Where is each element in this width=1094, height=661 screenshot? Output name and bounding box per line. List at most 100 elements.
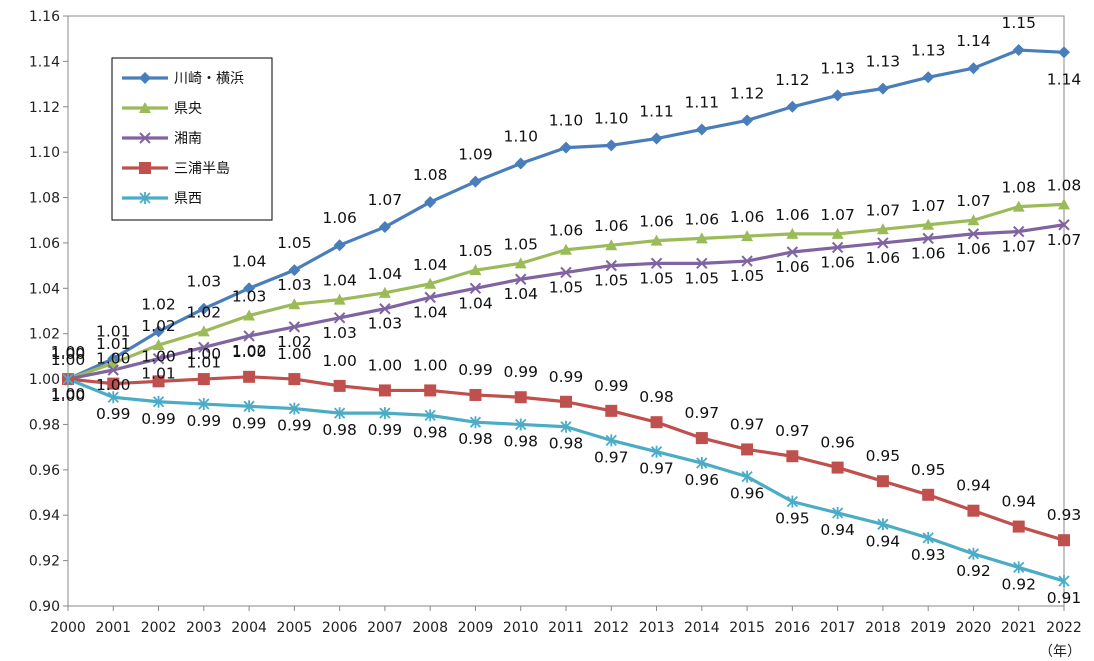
y-tick-label: 0.94 — [29, 508, 60, 524]
data-label: 1.05 — [639, 269, 674, 287]
data-label: 0.98 — [503, 432, 538, 450]
data-point — [333, 293, 346, 305]
data-label: 0.99 — [277, 417, 312, 435]
legend-marker — [139, 192, 151, 204]
data-label: 0.97 — [730, 415, 765, 433]
data-label: 1.00 — [187, 345, 222, 363]
data-point — [198, 398, 210, 411]
series-markers — [62, 44, 1070, 588]
data-point — [515, 273, 527, 285]
data-label: 1.00 — [51, 345, 86, 363]
data-point — [514, 391, 527, 404]
data-point — [560, 420, 572, 433]
data-label: 1.01 — [187, 353, 222, 371]
data-point — [424, 277, 437, 289]
data-point — [243, 309, 256, 321]
data-label: 0.92 — [1001, 575, 1036, 593]
data-label: 1.05 — [458, 242, 493, 260]
data-point — [696, 257, 708, 270]
data-label: 1.01 — [96, 335, 131, 353]
data-label: 0.99 — [232, 414, 267, 432]
data-label: 1.02 — [141, 295, 176, 313]
data-point — [469, 388, 482, 401]
x-tick-label: 2010 — [503, 620, 539, 636]
data-point — [424, 196, 437, 209]
data-label: 0.97 — [775, 422, 810, 440]
y-tick-label: 1.00 — [29, 372, 60, 388]
data-point — [831, 227, 844, 239]
data-label: 1.05 — [730, 267, 765, 285]
data-label: 1.12 — [730, 84, 765, 102]
x-tick-label: 2002 — [141, 620, 177, 636]
data-label: 1.00 — [232, 343, 267, 361]
data-point — [243, 282, 256, 295]
x-tick-label: 2020 — [956, 620, 992, 636]
data-label: 1.06 — [730, 208, 765, 226]
data-label: 0.94 — [1001, 493, 1036, 511]
data-point — [197, 373, 210, 386]
legend-entry: 湘南 — [174, 131, 202, 147]
data-point — [560, 395, 572, 408]
y-tick-label: 1.16 — [29, 9, 60, 25]
y-tick-label: 0.98 — [29, 417, 60, 433]
data-label: 0.98 — [413, 423, 448, 441]
data-point — [288, 264, 301, 277]
x-axis-ticks: 2000 2001 2002 2003 2004 2005 2006 2007 2008 2009… — [50, 606, 1082, 636]
data-point — [1058, 575, 1070, 588]
data-point — [288, 321, 301, 333]
data-label: 1.06 — [866, 249, 901, 267]
data-point — [650, 257, 663, 270]
data-point — [786, 246, 799, 258]
data-point — [197, 302, 210, 315]
legend-marker — [139, 132, 151, 144]
data-point — [333, 312, 346, 324]
x-tick-label: 2000 — [50, 620, 86, 636]
data-label: 0.97 — [594, 448, 629, 466]
data-point — [786, 495, 799, 508]
data-label: 1.06 — [911, 244, 946, 262]
data-label: 1.06 — [685, 210, 720, 228]
data-point — [469, 282, 482, 295]
data-point — [378, 384, 391, 397]
data-label: 1.00 — [413, 356, 448, 374]
data-point — [605, 404, 618, 417]
x-tick-label: 2019 — [910, 620, 946, 636]
data-point — [877, 237, 889, 249]
data-label: 1.05 — [277, 234, 312, 252]
data-label: 1.06 — [956, 240, 991, 258]
x-tick-label: 2005 — [277, 620, 313, 636]
data-label: 1.10 — [594, 109, 629, 127]
data-label: 1.07 — [911, 197, 946, 215]
data-point — [1058, 534, 1070, 547]
data-point — [1012, 520, 1025, 533]
data-label: 0.97 — [639, 460, 674, 478]
data-label: 1.03 — [322, 324, 357, 342]
y-tick-label: 1.08 — [29, 191, 60, 207]
data-point — [243, 330, 255, 342]
data-point — [198, 341, 210, 354]
x-tick-label: 2022 — [1046, 620, 1082, 636]
data-label: 1.07 — [956, 192, 991, 210]
data-point — [243, 370, 256, 383]
data-label: 0.99 — [96, 405, 131, 423]
x-tick-label: 2014 — [684, 620, 720, 636]
data-label: 1.00 — [51, 343, 86, 361]
y-tick-label: 1.10 — [29, 145, 60, 161]
data-point — [786, 100, 799, 113]
data-label: 0.99 — [368, 421, 403, 439]
data-label: 0.99 — [549, 368, 584, 386]
data-label: 0.96 — [820, 434, 855, 452]
data-point — [1058, 219, 1070, 231]
data-point — [152, 325, 165, 338]
data-point — [378, 221, 391, 234]
data-label: 1.06 — [639, 213, 674, 231]
data-label: 1.06 — [549, 222, 584, 240]
data-label: 1.04 — [232, 252, 267, 270]
data-point — [695, 432, 708, 445]
data-label: 0.97 — [685, 404, 720, 422]
x-tick-label: 2012 — [593, 620, 629, 636]
y-tick-label: 1.12 — [29, 100, 60, 116]
data-point — [424, 409, 436, 422]
data-point — [378, 286, 391, 298]
data-point — [1012, 44, 1025, 57]
